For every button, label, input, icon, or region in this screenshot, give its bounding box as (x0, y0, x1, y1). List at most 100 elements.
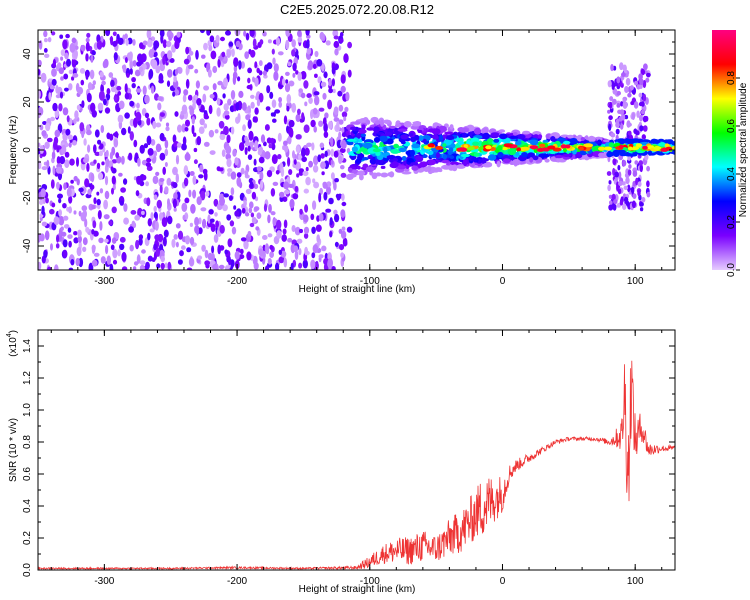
spectrogram-cell (501, 146, 508, 151)
x-tick-label: 100 (627, 576, 644, 587)
spectrogram-cell (301, 147, 306, 158)
spectrogram-cell (127, 53, 133, 62)
spectrogram-cell (271, 154, 278, 165)
spectrogram-cell (613, 65, 617, 71)
spectrogram-cell (529, 157, 534, 163)
spectrogram-cell (85, 226, 90, 233)
spectrogram-cell (180, 110, 184, 116)
spectrogram-cell (177, 230, 184, 240)
spectrogram-cell (646, 191, 651, 198)
spectrogram-cells (38, 30, 675, 270)
spectrogram-cell (174, 40, 180, 50)
spectrogram-cell (300, 92, 306, 99)
spectrogram-cell (200, 190, 206, 201)
spectrogram-cell (174, 68, 179, 76)
spectrogram-cell (201, 54, 206, 59)
spectrogram-cell (457, 147, 467, 152)
spectrogram-cell (244, 212, 250, 217)
spectrogram-cell (193, 132, 197, 137)
spectrogram-cell (177, 124, 182, 133)
spectrogram-cell (158, 73, 164, 83)
spectrogram-cell (232, 75, 237, 85)
spectrogram-cell (78, 187, 84, 193)
spectrogram-cell (542, 153, 550, 158)
spectrogram-cell (442, 154, 447, 160)
spectrogram-cell (271, 99, 277, 108)
spectrogram-cell (216, 107, 221, 117)
spectrogram-cell (311, 226, 316, 234)
spectrogram-cell (563, 140, 571, 145)
spectrogram-cell (58, 103, 63, 112)
spectrogram-cell (119, 243, 125, 251)
spectrogram-cell (521, 152, 528, 158)
spectrogram-cell (512, 132, 518, 136)
spectrogram-cell (97, 172, 104, 181)
spectrogram-cell (153, 205, 157, 213)
spectrogram-cell (250, 49, 256, 58)
spectrogram-cell (532, 155, 539, 161)
spectrogram-cell (181, 143, 187, 151)
spectrogram-cell (444, 131, 454, 135)
spectrogram-cell (639, 83, 643, 89)
spectrogram-cell (646, 165, 650, 172)
spectrogram-cell (239, 142, 245, 152)
spectrogram-cell (84, 218, 88, 228)
spectrogram-cell (252, 116, 257, 123)
spectrogram-cell (159, 152, 166, 161)
spectrogram-cell (138, 234, 144, 240)
spectrogram-cell (263, 74, 268, 79)
spectrogram-cell (50, 116, 55, 122)
spectrogram-cell (389, 171, 395, 178)
spectrogram-cell (211, 245, 215, 254)
spectrogram-cell (609, 200, 613, 205)
spectrogram-cell (136, 254, 141, 264)
spectrogram-cell (203, 85, 210, 91)
spectrogram-cell (52, 165, 56, 176)
spectrogram-cell (233, 205, 237, 210)
spectrogram-cell (68, 195, 73, 204)
spectrogram-cell (507, 148, 517, 156)
spectrogram-cell (284, 83, 291, 93)
spectrogram-cell (343, 53, 349, 64)
spectrogram-cell (173, 234, 178, 240)
spectrogram-cell (622, 159, 627, 167)
spectrogram-cell (562, 134, 567, 138)
spectrogram-cell (353, 121, 361, 125)
spectrogram-cell (93, 252, 100, 257)
spectrogram-cell (137, 157, 141, 167)
spectrogram-cell (638, 160, 644, 166)
spectrogram-cell (310, 109, 314, 120)
spectrogram-cell (621, 181, 626, 186)
spectrogram-cell (365, 119, 371, 125)
spectrogram-cell (355, 158, 362, 164)
spectrogram-cell (112, 259, 118, 265)
snr-series-line (38, 360, 675, 570)
spectrogram-cell (521, 146, 530, 151)
spectrogram-cell (105, 244, 109, 255)
spectrogram-cell (124, 112, 130, 119)
spectrogram-cell (153, 211, 158, 219)
spectrogram-cell (616, 203, 621, 208)
spectrogram-cell (77, 235, 82, 243)
spectrogram-cell (285, 71, 290, 76)
spectrogram-cell (217, 58, 221, 68)
spectrogram-cell (294, 250, 299, 260)
spectrogram-cell (323, 191, 328, 201)
spectrogram-cell (164, 262, 168, 269)
spectrogram-cell (415, 155, 424, 162)
spectrogram-cell (206, 30, 211, 36)
spectrogram-cell (61, 231, 67, 237)
spectrogram-cell (321, 171, 325, 176)
spectrogram-cell (212, 65, 218, 74)
spectrogram-cell (306, 142, 313, 147)
spectrogram-cell (194, 94, 198, 100)
spectrogram-cell (253, 206, 260, 212)
spectrogram-cell (160, 255, 165, 263)
spectrogram-cell (96, 40, 103, 50)
spectrogram-cell (215, 34, 220, 44)
spectrogram-cell (340, 165, 345, 170)
spectrogram-cell (642, 80, 647, 88)
spectrogram-cell (278, 101, 282, 108)
spectrogram-cell (191, 124, 195, 135)
spectrogram-cell (45, 122, 51, 132)
